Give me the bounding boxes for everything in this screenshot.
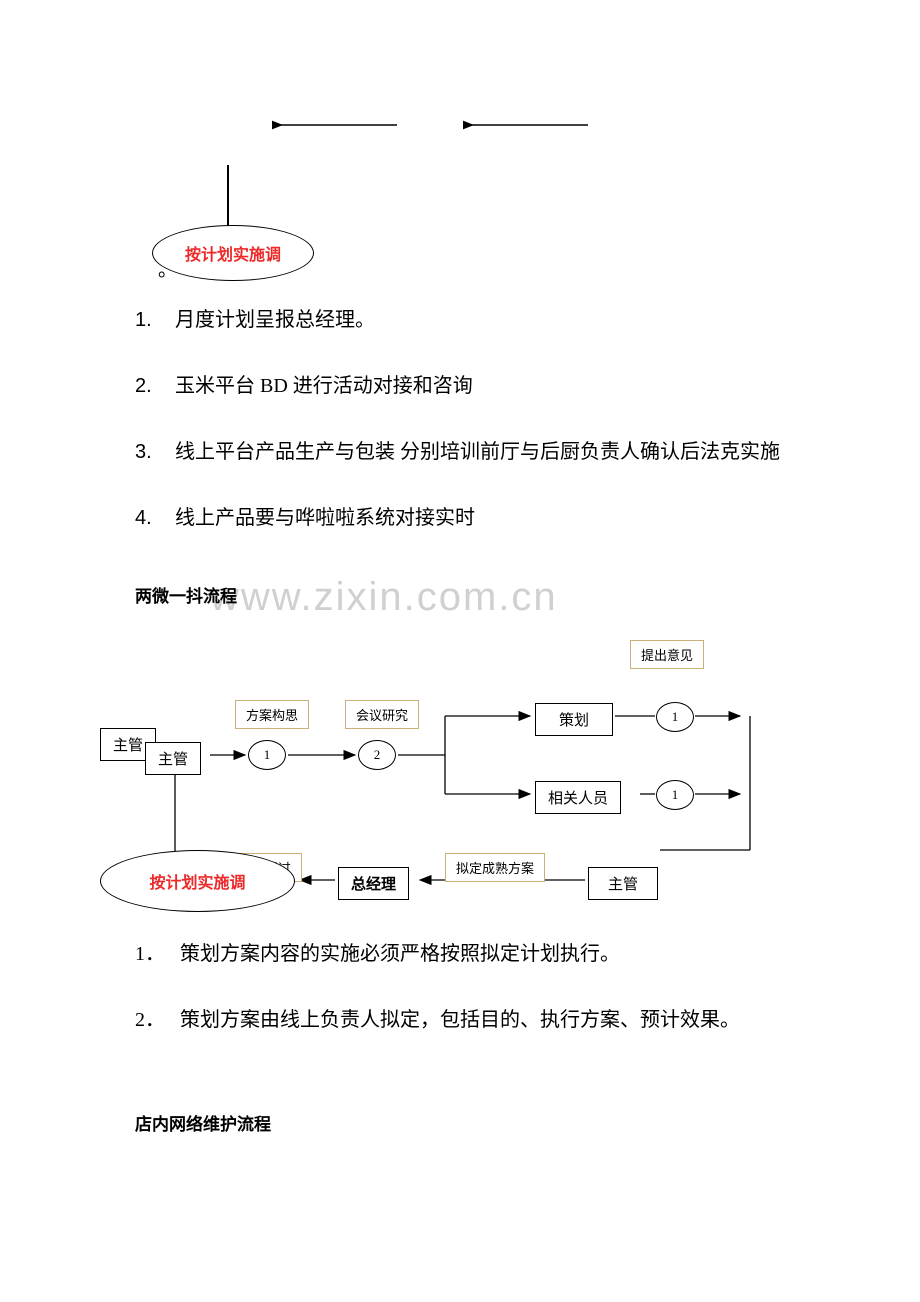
list-number: 3. — [135, 434, 175, 470]
box-related: 相关人员 — [535, 781, 621, 814]
numbered-list-1: 1. 月度计划呈报总经理。 2. 玉米平台 BD 进行活动对接和咨询 3. 线上… — [135, 302, 785, 566]
list-number: 1. — [135, 302, 175, 338]
ellipse-implement: 按计划实施调 — [100, 850, 295, 912]
list-text: 策划方案内容的实施必须严格按照拟定计划执行。 — [180, 935, 785, 973]
ellipse-implement-label: 按计划实施调 — [149, 869, 245, 893]
list-item: 1. 月度计划呈报总经理。 — [135, 302, 785, 338]
circle-3: 1 — [656, 702, 694, 732]
numbered-list-2: 1． 策划方案内容的实施必须严格按照拟定计划执行。 2． 策划方案由线上负责人拟… — [135, 935, 785, 1067]
box-supervisor-2: 主管 — [145, 742, 201, 775]
list-number: 4. — [135, 500, 175, 536]
box-planning: 策划 — [535, 703, 613, 736]
list-number: 2. — [135, 368, 175, 404]
list-text: 线上平台产品生产与包装 分别培训前厅与后厨负责人确认后法克实施 — [175, 434, 785, 470]
list-number: 2． — [135, 1001, 180, 1039]
flowchart-diagram: 提出意见 方案构思 会议研究 审核通过 拟定成熟方案 主管 主管 策划 相关人员… — [100, 630, 820, 910]
list-number: 1． — [135, 935, 180, 973]
tag-draft-plan: 拟定成熟方案 — [445, 853, 545, 882]
circle-2: 2 — [358, 740, 396, 770]
section-heading-network: 店内网络维护流程 — [135, 1110, 271, 1135]
list-item: 2. 玉米平台 BD 进行活动对接和咨询 — [135, 368, 785, 404]
circle-4: 1 — [656, 780, 694, 810]
top-connector-line — [227, 165, 229, 230]
box-supervisor-3: 主管 — [588, 867, 658, 900]
box-gm: 总经理 — [338, 867, 409, 900]
list-item: 1． 策划方案内容的实施必须严格按照拟定计划执行。 — [135, 935, 785, 973]
list-item: 3. 线上平台产品生产与包装 分别培训前厅与后厨负责人确认后法克实施 — [135, 434, 785, 470]
top-arrow-2 — [463, 117, 593, 138]
list-text: 玉米平台 BD 进行活动对接和咨询 — [175, 368, 785, 404]
partial-cutoff-text: 。 — [158, 255, 177, 282]
tag-plan-idea: 方案构思 — [235, 700, 309, 729]
tag-suggestion: 提出意见 — [630, 640, 704, 669]
top-arrow-1 — [272, 117, 402, 138]
section-heading-flow: 两微一抖流程 — [135, 582, 237, 607]
list-text: 策划方案由线上负责人拟定，包括目的、执行方案、预计效果。 — [180, 1001, 785, 1039]
list-text: 月度计划呈报总经理。 — [175, 302, 785, 338]
tag-meeting: 会议研究 — [345, 700, 419, 729]
list-item: 4. 线上产品要与哗啦啦系统对接实时 — [135, 500, 785, 536]
top-ellipse-label: 按计划实施调 — [185, 241, 281, 265]
circle-1: 1 — [248, 740, 286, 770]
list-text: 线上产品要与哗啦啦系统对接实时 — [175, 500, 785, 536]
watermark-text: www.zixin.com.cn — [210, 575, 558, 620]
list-item: 2． 策划方案由线上负责人拟定，包括目的、执行方案、预计效果。 — [135, 1001, 785, 1039]
